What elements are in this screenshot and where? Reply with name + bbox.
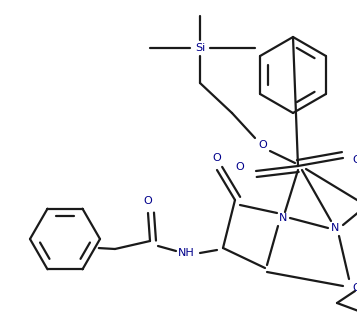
Text: O: O <box>213 153 221 163</box>
Text: N: N <box>331 223 339 233</box>
Text: O: O <box>353 155 357 165</box>
Text: O: O <box>144 196 152 206</box>
Text: Si: Si <box>195 43 205 53</box>
Text: O: O <box>236 162 245 172</box>
Text: NH: NH <box>178 248 194 258</box>
Text: N: N <box>279 213 287 223</box>
Text: O: O <box>353 283 357 293</box>
Text: O: O <box>258 140 267 150</box>
